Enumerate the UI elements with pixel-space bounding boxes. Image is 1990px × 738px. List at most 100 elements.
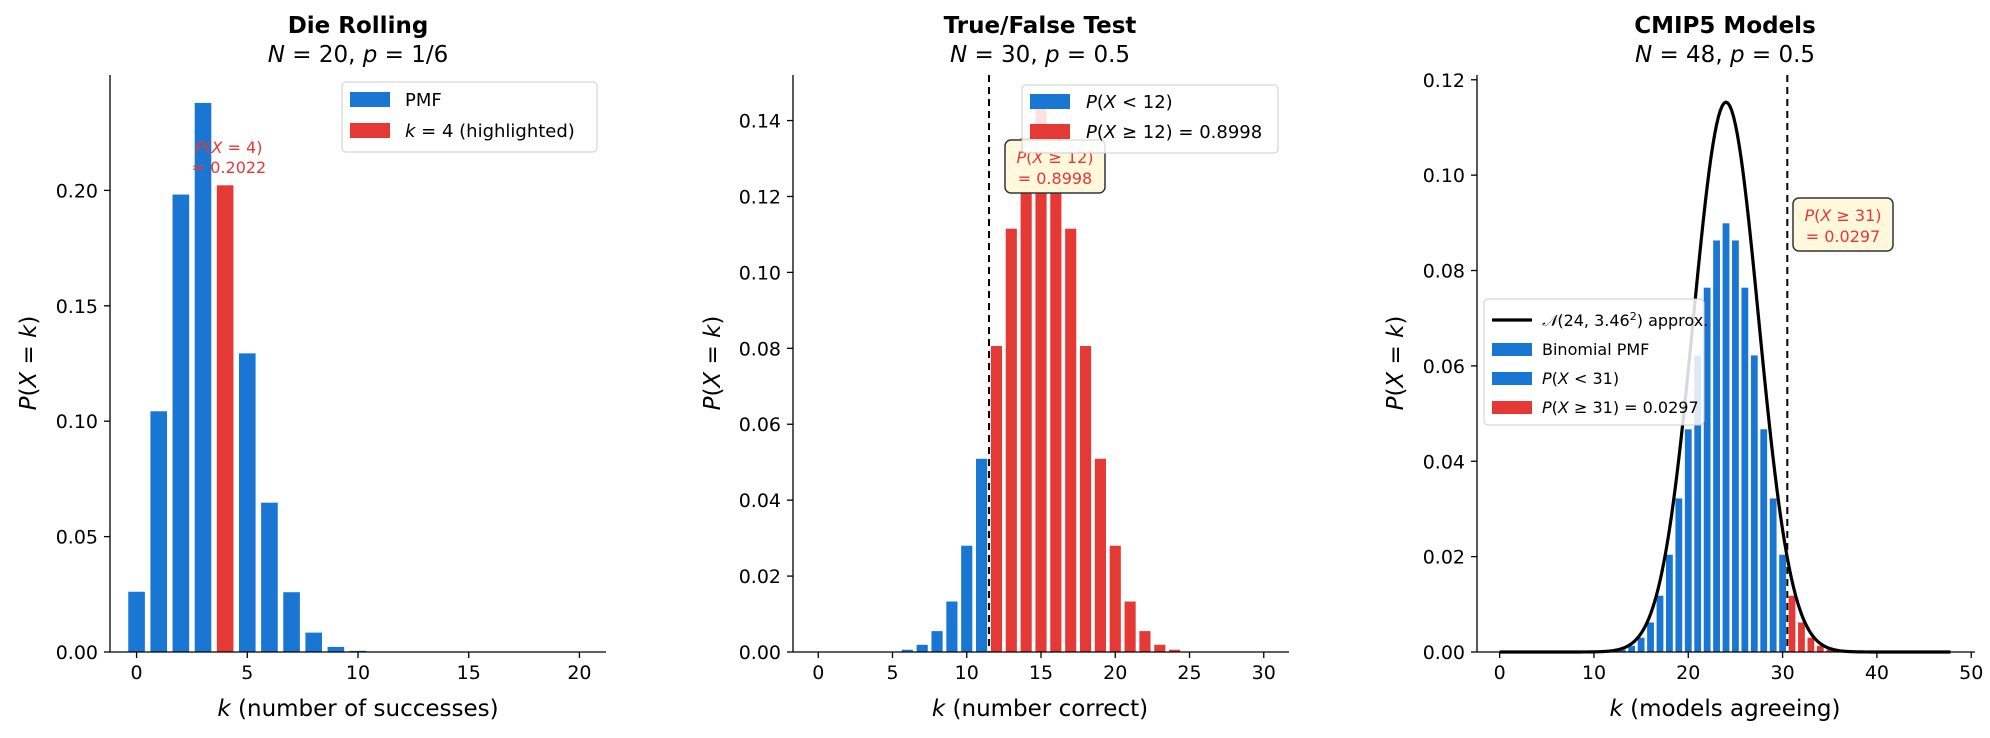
y-tick-label: 0.00 (56, 642, 98, 664)
panel-true-false-test: True/False Test N = 30, p = 0.5 0 5 10 15 20… (700, 13, 1289, 722)
bar-k-17 (1656, 595, 1664, 652)
annotation: P(X = 4) = 0.2022 (192, 138, 266, 177)
y-tick-label: 0.20 (56, 180, 98, 202)
y-tick-label: 0.12 (739, 186, 781, 208)
legend-entry-pmf: PMF (405, 90, 442, 111)
bars (901, 103, 1196, 653)
bar-k-16 (1050, 138, 1062, 653)
legend: 𝒩(24, 3.462) approx. Binomial PMF P(X < … (1483, 298, 1708, 426)
y-tick-label: 0.15 (56, 296, 98, 318)
bar-k-4 (216, 185, 234, 653)
legend-swatch-highlight (350, 123, 390, 138)
bar-k-0 (128, 591, 145, 652)
y-tick-label: 0.08 (1423, 261, 1465, 283)
legend-swatch-above (1492, 401, 1532, 414)
panel-cmip5-models: CMIP5 Models N = 48, p = 0.5 0 10 20 30 40 50… (1383, 13, 1983, 722)
bars (128, 102, 389, 653)
legend-entry-below: P(X < 31) (1542, 369, 1619, 388)
x-tick-label: 15 (457, 662, 481, 684)
chart-subtitle: N = 20, p = 1/6 (268, 42, 449, 68)
panel-die-rolling: Die Rolling N = 20, p = 1/6 0 5 10 15 20 0.00… (16, 13, 606, 722)
legend-entry-above: P(X ≥ 12) = 0.8998 (1086, 122, 1262, 143)
chart-title: CMIP5 Models (1634, 13, 1816, 39)
bar-k-29 (1769, 498, 1777, 652)
y-tick-label: 0.00 (1423, 642, 1465, 664)
bar-k-20 (1684, 429, 1692, 652)
legend: PMF k = 4 (highlighted) (341, 81, 598, 153)
bar-k-19 (1094, 458, 1106, 652)
legend-swatch-below (1492, 372, 1532, 385)
chart-subtitle: N = 48, p = 0.5 (1635, 42, 1815, 68)
legend-entry-highlight: k = 4 (highlighted) (405, 121, 575, 142)
bar-k-24 (1722, 223, 1730, 653)
annotation-line-2: = 0.0297 (1806, 227, 1880, 246)
bar-k-19 (1675, 498, 1683, 652)
annotation-line-1: P(X = 4) (196, 138, 263, 157)
x-axis-label: k (models agreeing) (1609, 696, 1840, 722)
y-tick-label: 0.00 (739, 642, 781, 664)
bar-k-15 (1637, 637, 1645, 652)
bar-k-6 (261, 502, 278, 652)
x-tick-label: 30 (1252, 662, 1276, 684)
legend-frame (1021, 84, 1279, 154)
legend-entry-pmf: Binomial PMF (1542, 340, 1649, 359)
legend-frame (341, 81, 598, 153)
bar-k-9 (946, 601, 958, 652)
bar-k-23 (1713, 240, 1720, 652)
x-axis-label: k (number correct) (932, 696, 1148, 722)
ticks: 0 10 20 30 40 50 0.00 0.02 0.04 0.06 0.08 0.10 0.12 (1423, 70, 1984, 684)
x-tick-label: 20 (1103, 662, 1127, 684)
y-tick-label: 0.06 (739, 414, 781, 436)
bar-k-5 (238, 353, 256, 652)
x-tick-label: 20 (1676, 662, 1700, 684)
bar-k-3 (194, 102, 212, 652)
bar-k-21 (1694, 355, 1702, 652)
bar-k-7 (916, 644, 928, 652)
y-tick-label: 0.05 (56, 527, 98, 549)
bar-k-30 (1779, 554, 1786, 652)
bar-k-21 (1124, 601, 1136, 652)
bar-k-35 (1826, 649, 1834, 652)
bar-k-13 (1618, 649, 1626, 652)
x-tick-label: 0 (1494, 662, 1506, 684)
bar-k-22 (1139, 631, 1151, 652)
bar-k-17 (1065, 228, 1077, 653)
bar-k-11 (976, 458, 988, 652)
bar-k-33 (1807, 637, 1815, 652)
x-tick-label: 10 (1582, 662, 1606, 684)
bar-k-23 (1154, 644, 1166, 652)
x-tick-label: 10 (955, 662, 979, 684)
x-tick-label: 0 (131, 662, 143, 684)
chart-title: True/False Test (944, 13, 1137, 39)
legend-frame (1483, 298, 1705, 426)
legend-swatch-below (1030, 94, 1070, 109)
bar-k-2 (172, 194, 190, 653)
x-tick-label: 10 (346, 662, 370, 684)
bar-k-28 (1760, 429, 1768, 652)
legend-entry-below: P(X < 12) (1086, 92, 1173, 113)
bar-k-7 (283, 592, 300, 652)
bar-k-27 (1750, 355, 1758, 652)
bar-k-22 (1703, 287, 1711, 652)
chart-subtitle: N = 30, p = 0.5 (950, 42, 1130, 68)
bar-k-32 (1798, 622, 1805, 652)
y-tick-label: 0.08 (739, 338, 781, 360)
bar-k-26 (1741, 287, 1749, 652)
ticks: 0 5 10 15 20 0.00 0.05 0.10 0.15 0.20 (56, 180, 592, 684)
legend-swatch-above (1030, 124, 1070, 139)
bar-k-24 (1169, 649, 1181, 652)
x-tick-label: 50 (1959, 662, 1983, 684)
bars (1609, 223, 1843, 653)
y-tick-label: 0.14 (739, 111, 781, 133)
legend-entry-curve: 𝒩(24, 3.462) approx. (1542, 310, 1708, 330)
bar-k-9 (327, 646, 345, 652)
bar-k-8 (305, 632, 323, 652)
bar-k-6 (901, 649, 913, 652)
bar-k-14 (1628, 645, 1636, 652)
y-tick-label: 0.02 (739, 566, 781, 588)
x-axis-label: k (number of successes) (217, 696, 498, 722)
annotation-line-1: P(X ≥ 31) (1804, 206, 1881, 225)
legend-swatch-pmf (1492, 343, 1532, 356)
chart-title: Die Rolling (288, 13, 429, 39)
bar-k-31 (1788, 595, 1796, 652)
